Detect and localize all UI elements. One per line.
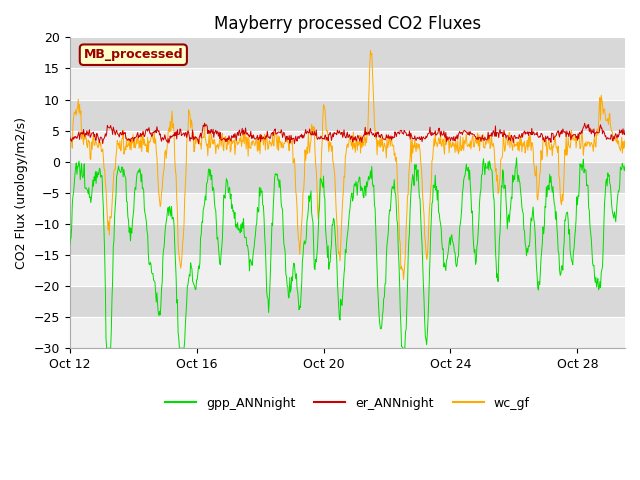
Y-axis label: CO2 Flux (urology/m2/s): CO2 Flux (urology/m2/s) <box>15 117 28 269</box>
Bar <box>70 69 625 99</box>
Legend: gpp_ANNnight, er_ANNnight, wc_gf: gpp_ANNnight, er_ANNnight, wc_gf <box>160 392 535 415</box>
Bar <box>70 317 625 348</box>
Bar <box>70 162 625 193</box>
Bar <box>70 37 625 69</box>
Bar <box>70 224 625 255</box>
Bar <box>70 193 625 224</box>
Line: gpp_ANNnight: gpp_ANNnight <box>70 158 625 348</box>
Line: wc_gf: wc_gf <box>70 50 625 279</box>
Line: er_ANNnight: er_ANNnight <box>70 123 625 144</box>
Title: Mayberry processed CO2 Fluxes: Mayberry processed CO2 Fluxes <box>214 15 481 33</box>
Text: MB_processed: MB_processed <box>84 48 183 61</box>
Bar <box>70 99 625 131</box>
Bar <box>70 131 625 162</box>
Bar <box>70 286 625 317</box>
Bar <box>70 255 625 286</box>
